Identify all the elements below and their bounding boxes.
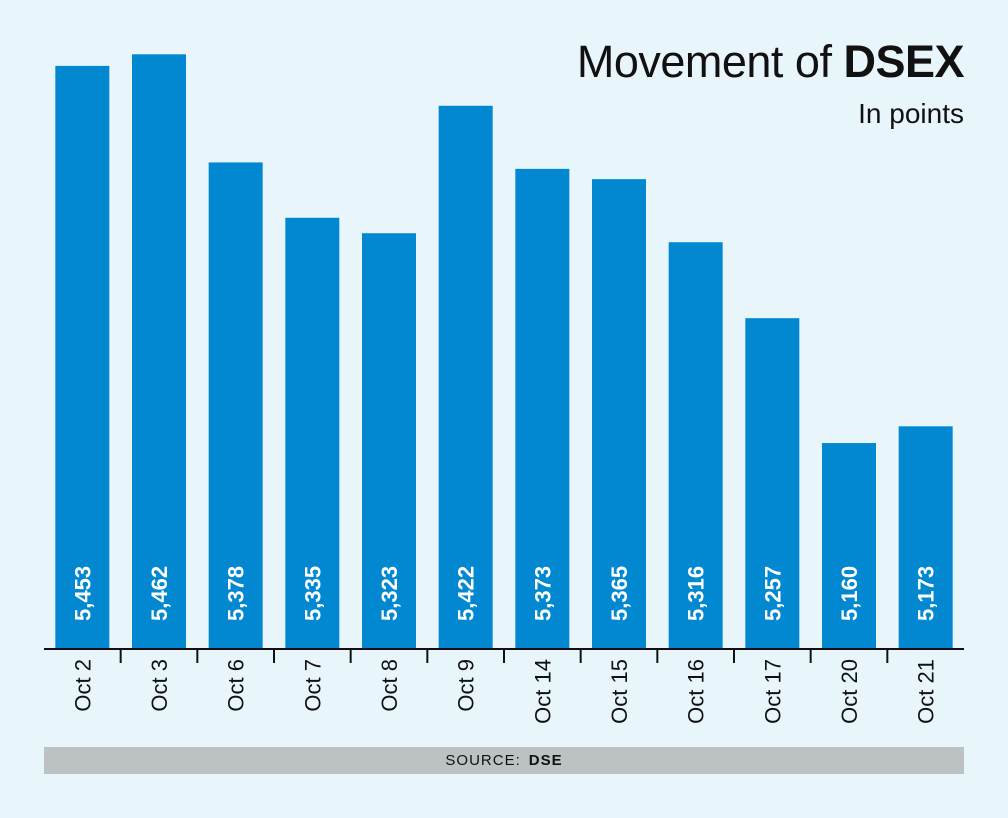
value-label: 5,323 bbox=[377, 566, 402, 621]
value-label: 5,160 bbox=[837, 566, 862, 621]
source-label: SOURCE: bbox=[445, 752, 521, 769]
chart-title-emphasis: DSEX bbox=[843, 36, 964, 87]
x-tick-label: Oct 15 bbox=[607, 659, 632, 724]
bar-oct-20 bbox=[822, 443, 876, 649]
value-label: 5,422 bbox=[454, 566, 479, 621]
source-bar: SOURCE: DSE bbox=[44, 747, 964, 774]
x-tick-label: Oct 3 bbox=[147, 659, 172, 712]
x-axis-ticks bbox=[119, 649, 889, 663]
x-tick-label: Oct 16 bbox=[684, 659, 709, 724]
x-tick-label: Oct 8 bbox=[377, 659, 402, 712]
chart-subtitle: In points bbox=[858, 98, 964, 129]
x-tick-label: Oct 14 bbox=[530, 659, 555, 724]
source-name: DSE bbox=[528, 752, 563, 769]
value-label: 5,453 bbox=[70, 566, 95, 621]
bar-oct-15 bbox=[592, 179, 646, 649]
value-label: 5,335 bbox=[300, 566, 325, 621]
x-tick-label: Oct 9 bbox=[454, 659, 479, 712]
x-tick-label: Oct 6 bbox=[224, 659, 249, 712]
x-tick-labels-layer: Oct 2 Oct 3 Oct 6 Oct 7 Oct 8 Oct 9 Oct 14 Oct … bbox=[70, 659, 938, 724]
bar-oct-2 bbox=[55, 65, 110, 649]
value-label: 5,365 bbox=[607, 566, 632, 621]
bar-oct-9 bbox=[438, 105, 493, 649]
value-label: 5,257 bbox=[760, 566, 785, 621]
x-tick-label: Oct 20 bbox=[837, 659, 862, 724]
x-tick-label: Oct 2 bbox=[70, 659, 95, 712]
chart-title: Movement of DSEX bbox=[576, 36, 965, 88]
value-label: 5,373 bbox=[530, 566, 555, 621]
value-labels-layer: 5,453 5,462 5,378 5,335 5,323 5,422 5,373 5,365… bbox=[70, 566, 938, 621]
bar-chart: 5,453 5,462 5,378 5,335 5,323 5,422 5,373 5,365… bbox=[44, 54, 964, 724]
bar-oct-21 bbox=[898, 426, 953, 649]
x-tick-label: Oct 7 bbox=[300, 659, 325, 712]
x-tick-label: Oct 17 bbox=[760, 659, 785, 724]
value-label: 5,316 bbox=[684, 566, 709, 621]
value-label: 5,378 bbox=[224, 566, 249, 621]
bar-oct-8 bbox=[362, 233, 416, 650]
chart-title-prefix: Movement of bbox=[576, 36, 844, 87]
bar-oct-14 bbox=[515, 168, 570, 650]
chart-title-block: Movement of DSEX In points bbox=[576, 36, 965, 134]
value-label: 5,462 bbox=[147, 566, 172, 621]
bar-oct-3 bbox=[132, 54, 186, 650]
bar-oct-16 bbox=[668, 242, 723, 649]
bar-oct-6 bbox=[208, 162, 263, 649]
bars-layer bbox=[55, 54, 953, 650]
bar-oct-17 bbox=[745, 318, 800, 649]
x-tick-label: Oct 21 bbox=[914, 659, 939, 724]
bar-oct-7 bbox=[285, 217, 340, 649]
value-label: 5,173 bbox=[914, 566, 939, 621]
